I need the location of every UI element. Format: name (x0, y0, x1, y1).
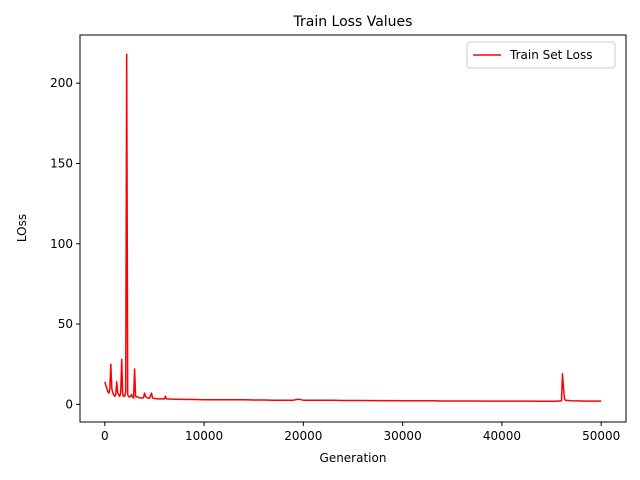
legend-label: Train Set Loss (509, 48, 592, 62)
series-layer (104, 53, 602, 403)
y-tick-label: 100 (50, 237, 73, 251)
x-tick-label: 20000 (284, 429, 322, 443)
x-tick-label: 50000 (582, 429, 620, 443)
x-axis-ticks: 0 10000 20000 30000 40000 50000 (101, 422, 620, 443)
series-line-train-set-loss (104, 53, 602, 403)
x-tick-label: 40000 (483, 429, 521, 443)
y-axis-label: LOss (15, 214, 29, 242)
chart-title: Train Loss Values (293, 14, 413, 30)
y-tick-label: 50 (58, 317, 73, 331)
x-tick-label: 10000 (185, 429, 223, 443)
y-tick-label: 200 (50, 76, 73, 90)
x-tick-label: 30000 (384, 429, 422, 443)
y-tick-label: 150 (50, 156, 73, 170)
axes-frame (79, 34, 627, 423)
y-axis-ticks: 0 50 100 150 200 (50, 76, 80, 411)
x-axis-label: Generation (320, 451, 387, 465)
plot-area (80, 35, 626, 422)
legend: Train Set Loss (466, 41, 616, 69)
y-tick-label: 0 (65, 397, 73, 411)
x-tick-label: 0 (101, 429, 109, 443)
